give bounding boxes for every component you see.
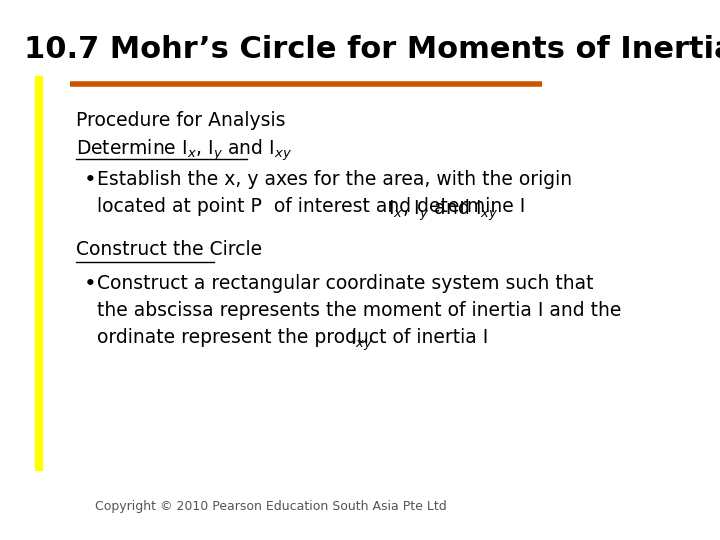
- Text: Determine I$_x$, I$_y$ and I$_{xy}$: Determine I$_x$, I$_y$ and I$_{xy}$: [76, 138, 292, 163]
- Text: Construct a rectangular coordinate system such that: Construct a rectangular coordinate syste…: [96, 274, 593, 293]
- Bar: [35, 76, 42, 470]
- Text: 10.7 Mohr’s Circle for Moments of Inertia: 10.7 Mohr’s Circle for Moments of Inerti…: [24, 35, 720, 64]
- Text: I$_{xy}$: I$_{xy}$: [351, 328, 374, 353]
- Text: the abscissa represents the moment of inertia I and the: the abscissa represents the moment of in…: [96, 301, 621, 320]
- Text: Procedure for Analysis: Procedure for Analysis: [76, 111, 285, 130]
- Text: •: •: [84, 274, 96, 294]
- Text: Copyright © 2010 Pearson Education South Asia Pte Ltd: Copyright © 2010 Pearson Education South…: [95, 500, 447, 513]
- Text: Establish the x, y axes for the area, with the origin: Establish the x, y axes for the area, wi…: [96, 170, 572, 189]
- Text: ordinate represent the product of inertia I: ordinate represent the product of inerti…: [96, 328, 487, 347]
- Text: •: •: [84, 170, 96, 190]
- Text: located at point P  of interest and determine I: located at point P of interest and deter…: [96, 197, 525, 216]
- Text: Construct the Circle: Construct the Circle: [76, 240, 262, 259]
- Text: I$_x$, I$_y$ and I$_{xy}$: I$_x$, I$_y$ and I$_{xy}$: [388, 197, 499, 222]
